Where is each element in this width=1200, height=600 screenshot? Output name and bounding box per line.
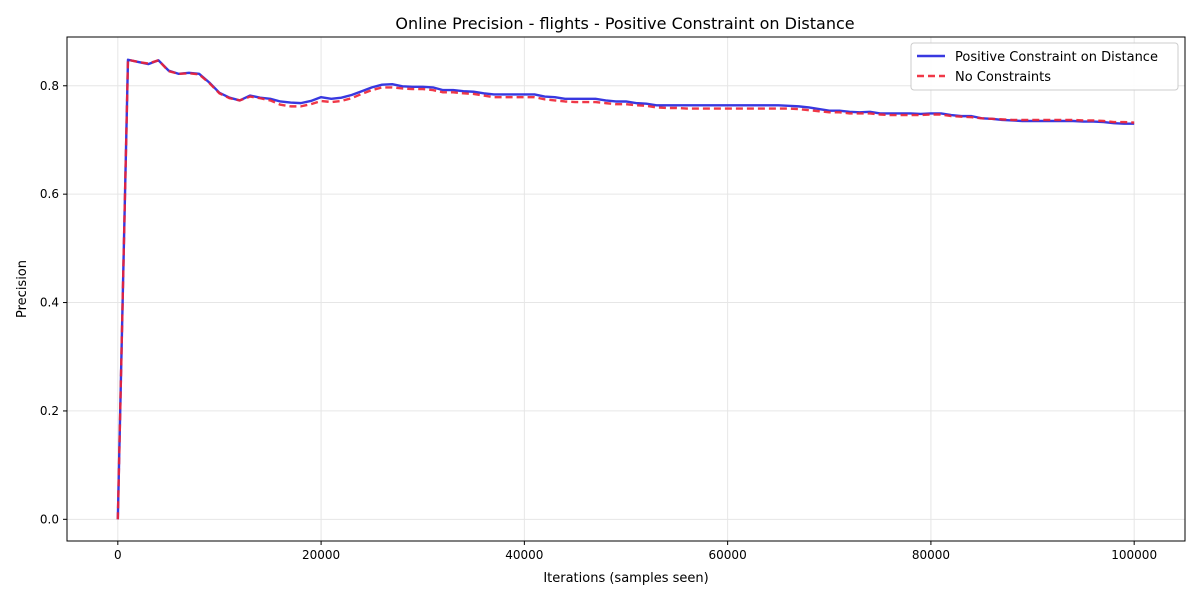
axis-ticks: 0 20000 40000 60000 80000 100000 0.0 0.2 0.4 0.6 0…: [40, 79, 1157, 562]
legend-label-2: No Constraints: [955, 70, 1051, 85]
y-axis-label: Precision: [15, 260, 30, 318]
x-tick-label: 60000: [709, 548, 747, 562]
legend-box: [910, 42, 1179, 91]
y-tick-label: 0.8: [40, 79, 59, 93]
x-tick-label: 0: [114, 548, 122, 562]
chart-title: Online Precision - flights - Positive Co…: [395, 14, 854, 33]
x-tick-label: 40000: [505, 548, 543, 562]
y-tick-label: 0.6: [40, 187, 59, 201]
x-tick-label: 80000: [912, 548, 950, 562]
x-tick-label: 100000: [1111, 548, 1157, 562]
series-line-1: [116, 58, 1135, 520]
series-group: [116, 58, 1135, 520]
y-tick-label: 0.2: [40, 404, 59, 418]
y-tick-label: 0.0: [40, 512, 59, 526]
y-tick-label: 0.4: [40, 296, 59, 310]
legend: Positive Constraint on Distance No Constr…: [910, 42, 1179, 91]
plot-frame: [66, 36, 1186, 542]
x-tick-label: 20000: [302, 548, 340, 562]
legend-label-1: Positive Constraint on Distance: [955, 50, 1158, 65]
x-axis-label: Iterations (samples seen): [543, 571, 708, 586]
